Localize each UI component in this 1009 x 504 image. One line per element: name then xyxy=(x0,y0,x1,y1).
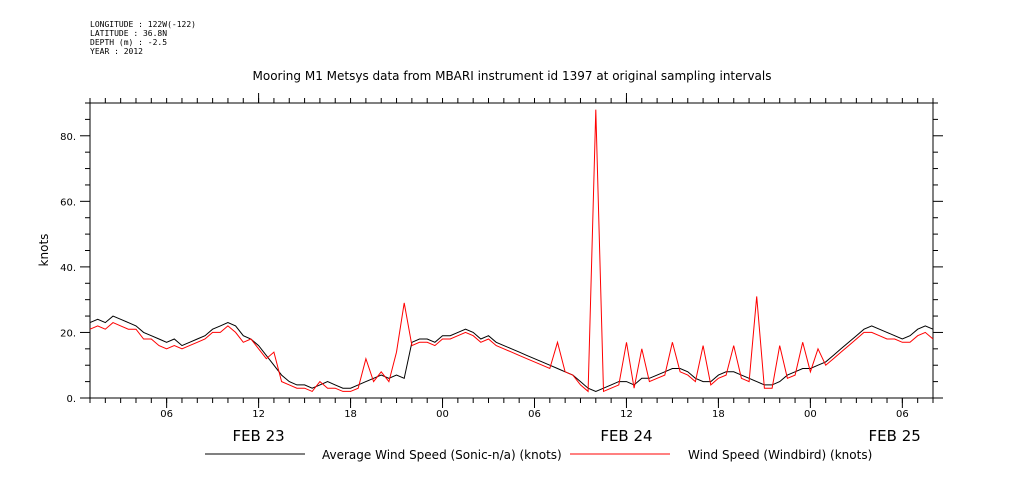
year-label: YEAR : 2012 xyxy=(90,47,143,56)
y-tick-label: 40. xyxy=(60,263,76,274)
y-tick-label: 0. xyxy=(66,394,76,405)
x-tick-label: 06 xyxy=(528,409,541,420)
x-tick-label: 00 xyxy=(804,409,817,420)
series-line-average-wind-speed xyxy=(89,315,934,392)
series-layer xyxy=(89,109,934,393)
date-label: FEB 23 xyxy=(232,427,284,445)
date-label: FEB 24 xyxy=(600,427,652,445)
depth-label: DEPTH (m) : -2.5 xyxy=(90,38,168,47)
date-label: FEB 25 xyxy=(869,427,921,445)
x-tick-label: 06 xyxy=(160,409,173,420)
y-axis-label: knots xyxy=(37,234,51,267)
x-tick-label: 12 xyxy=(620,409,633,420)
latitude-label: LATITUDE : 36.8N xyxy=(90,29,168,38)
y-tick-label: 80. xyxy=(60,132,76,143)
legend: Average Wind Speed (Sonic-n/a) (knots) Wi… xyxy=(205,448,872,462)
series-line-wind-speed-windbird xyxy=(89,109,934,393)
x-tick-label: 18 xyxy=(712,409,725,420)
plot-axes: 06 12 18 00 06 12 18 00 06 FEB 23 FEB 24 FEB 25 0. 20… xyxy=(60,93,943,445)
x-tick-label: 12 xyxy=(252,409,265,420)
legend-label: Wind Speed (Windbird) (knots) xyxy=(688,448,872,462)
longitude-label: LONGITUDE : 122W(-122) xyxy=(90,20,196,29)
chart-title: Mooring M1 Metsys data from MBARI instru… xyxy=(253,69,772,83)
x-tick-label: 06 xyxy=(896,409,909,420)
legend-label: Average Wind Speed (Sonic-n/a) (knots) xyxy=(322,448,562,462)
x-tick-label: 00 xyxy=(436,409,449,420)
y-tick-label: 60. xyxy=(60,197,76,208)
y-tick-label: 20. xyxy=(60,328,76,339)
x-tick-label: 18 xyxy=(344,409,357,420)
